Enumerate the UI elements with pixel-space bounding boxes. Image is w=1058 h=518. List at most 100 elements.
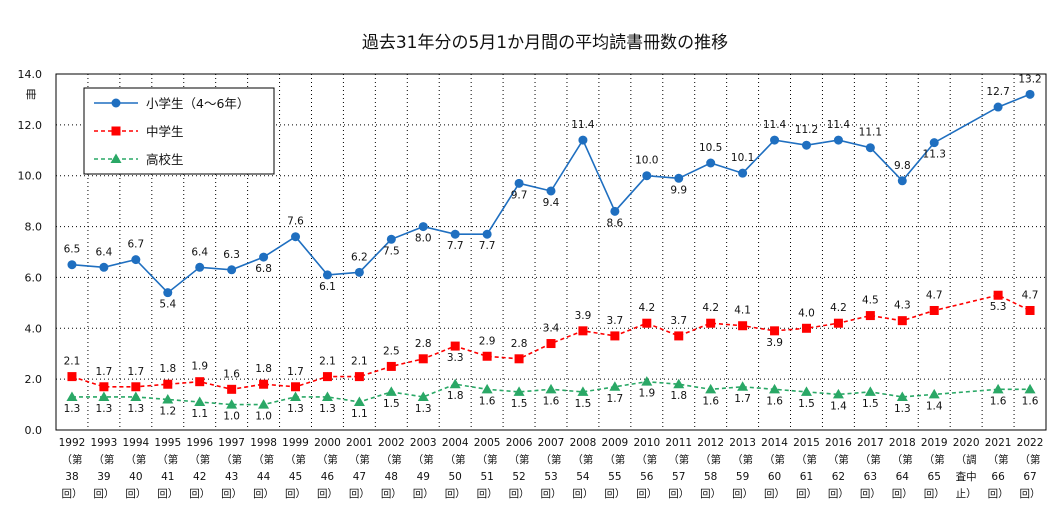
- data-point: [354, 372, 364, 382]
- x-tick-label: 回）: [189, 488, 210, 500]
- legend-marker: [111, 126, 121, 136]
- x-tick-label: 回）: [668, 488, 689, 500]
- x-tick-label: 回）: [317, 488, 338, 500]
- x-tick-label: （第: [93, 453, 114, 466]
- x-tick-label: （第: [189, 453, 210, 466]
- data-point: [770, 135, 780, 145]
- x-tick-label: 45: [289, 471, 302, 483]
- data-label: 11.4: [571, 119, 595, 131]
- x-tick-label: 1995: [154, 437, 181, 449]
- data-point: [386, 361, 396, 371]
- data-label: 1.8: [670, 390, 687, 402]
- data-label: 1.7: [127, 366, 144, 378]
- data-point: [291, 382, 301, 392]
- data-point: [897, 316, 907, 326]
- x-tick-label: 1994: [122, 437, 149, 449]
- data-label: 1.6: [543, 395, 560, 407]
- y-tick-label: 4.0: [25, 322, 43, 335]
- data-point: [610, 206, 620, 216]
- x-tick-label: （第: [509, 453, 530, 466]
- data-label: 11.2: [795, 124, 818, 136]
- data-point: [227, 265, 237, 275]
- data-point: [642, 171, 652, 181]
- data-label: 2.1: [351, 356, 368, 368]
- data-label: 2.1: [64, 356, 81, 368]
- x-tick-label: 61: [800, 471, 813, 483]
- x-tick-label: 46: [321, 471, 335, 483]
- x-tick-label: 47: [353, 471, 366, 483]
- series-line: [72, 380, 1030, 406]
- x-tick-label: 2011: [665, 437, 692, 449]
- data-point: [928, 388, 940, 399]
- x-tick-label: （第: [61, 453, 82, 466]
- data-point: [291, 232, 301, 242]
- data-label: 9.7: [511, 189, 528, 201]
- x-tick-label: 回）: [445, 488, 466, 500]
- x-tick-label: 52: [512, 471, 525, 483]
- data-label: 6.5: [64, 244, 81, 256]
- y-tick-label: 12.0: [18, 119, 43, 132]
- series-markers: [66, 89, 1036, 409]
- data-label: 1.3: [96, 403, 113, 415]
- data-point: [418, 354, 428, 364]
- data-label: 1.0: [223, 411, 240, 423]
- data-label: 3.4: [543, 323, 560, 335]
- data-label: 2.8: [415, 338, 432, 350]
- data-label: 1.9: [191, 361, 208, 373]
- x-tick-label: 64: [896, 471, 910, 483]
- data-label: 1.3: [287, 403, 304, 415]
- data-point: [514, 178, 524, 188]
- x-tick-label: 回）: [636, 488, 657, 500]
- data-point: [258, 399, 270, 409]
- x-tick-label: 回）: [125, 488, 146, 500]
- x-tick-label: 回）: [285, 488, 306, 500]
- x-tick-label: （第: [988, 453, 1009, 466]
- data-label: 1.6: [1022, 395, 1039, 407]
- x-tick-label: 1992: [59, 437, 86, 449]
- data-label: 1.4: [830, 400, 847, 412]
- data-label: 4.2: [702, 302, 719, 314]
- data-point: [481, 383, 493, 394]
- data-point: [770, 326, 780, 336]
- data-point: [992, 383, 1004, 394]
- data-point: [195, 377, 205, 387]
- x-tick-label: （第: [860, 453, 881, 466]
- x-tick-label: 2001: [346, 437, 373, 449]
- data-label: 1.7: [607, 393, 624, 405]
- data-label: 4.7: [1022, 289, 1039, 301]
- data-point: [801, 140, 811, 150]
- data-point: [897, 176, 907, 186]
- data-point: [227, 384, 237, 394]
- x-tick-label: 2019: [921, 437, 948, 449]
- data-point: [706, 158, 716, 168]
- x-tick-label: 回）: [253, 488, 274, 500]
- data-label: 4.3: [894, 300, 911, 312]
- data-point: [865, 311, 875, 321]
- x-tick-label: 53: [544, 471, 557, 483]
- data-label: 2.8: [511, 338, 528, 350]
- data-label: 1.1: [351, 408, 368, 420]
- x-tick-label: 2005: [474, 437, 501, 449]
- x-tick-label: 回）: [860, 488, 881, 500]
- x-tick-label: 2003: [410, 437, 437, 449]
- data-label: 9.4: [543, 197, 560, 209]
- y-tick-label: 0.0: [25, 424, 43, 437]
- x-tick-label: 回）: [1020, 488, 1041, 500]
- x-tick-label: 回）: [221, 488, 242, 500]
- x-tick-label: 62: [832, 471, 845, 483]
- y-axis-ticks: 0.0 2.0 4.0 6.0 8.0 10.0 12.0 14.0: [18, 68, 43, 437]
- data-point: [67, 260, 77, 270]
- data-label: 7.7: [479, 240, 496, 252]
- data-point: [1025, 89, 1035, 99]
- x-tick-label: 回）: [157, 488, 178, 500]
- data-label: 11.3: [923, 149, 946, 161]
- x-tick-label: 2016: [825, 437, 852, 449]
- data-label: 3.7: [607, 315, 624, 327]
- data-point: [865, 143, 875, 153]
- x-tick-label: 49: [417, 471, 430, 483]
- data-label: 9.8: [894, 160, 911, 172]
- data-label: 1.5: [798, 398, 815, 410]
- x-tick-label: 回）: [700, 488, 721, 500]
- x-tick-label: （第: [700, 453, 721, 466]
- x-tick-label: （第: [828, 453, 849, 466]
